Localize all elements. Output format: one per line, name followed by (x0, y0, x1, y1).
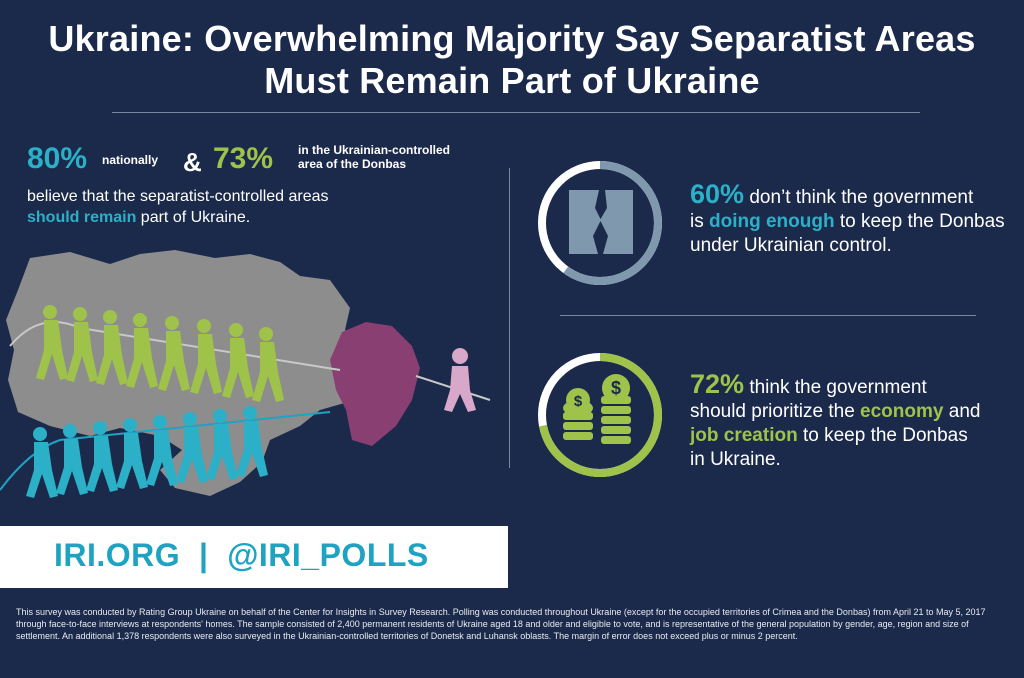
stat-60-text-b-post: to keep the Donbas (834, 211, 1005, 232)
stat-72-highlight-jobs: job creation (690, 425, 798, 446)
svg-text:$: $ (611, 378, 621, 398)
horizontal-divider (560, 315, 976, 316)
coins-icon: $ $ (563, 374, 631, 444)
title-line-2: Must Remain Part of Ukraine (264, 60, 760, 101)
ring-72-arc (538, 353, 662, 477)
stat-72-text: 72% think the government should prioriti… (690, 369, 1010, 472)
green-figure (158, 316, 190, 391)
title-divider (112, 112, 920, 113)
stat-72-text-b-post: and (943, 401, 981, 422)
stat-73-percent: 73% (213, 142, 274, 175)
footer-banner (0, 526, 508, 588)
donbas-region-shape (330, 322, 420, 446)
ring-72: $ $ (538, 353, 662, 477)
believe-text: believe that the separatist-controlled a… (27, 186, 387, 228)
stat-60-text-a: don’t think the government (744, 187, 974, 208)
believe-post: part of Ukraine. (136, 209, 251, 226)
ampersand: & (183, 147, 202, 177)
green-figure (252, 327, 284, 402)
stat-72-text-a: think the government (744, 377, 927, 398)
blue-figures (26, 406, 268, 498)
blue-figure (146, 415, 178, 486)
believe-pre: believe that the separatist-controlled a… (27, 188, 329, 205)
green-figure (222, 323, 254, 398)
green-figure (36, 305, 68, 380)
stat-60-highlight: doing enough (709, 211, 835, 232)
stat-60-text: 60% don’t think the government is doing … (690, 179, 1020, 258)
vertical-divider (509, 168, 510, 468)
blue-rope (0, 411, 331, 491)
stat-80-label: nationally (102, 153, 159, 167)
torn-paper-icon (569, 190, 633, 254)
blue-figure (176, 412, 208, 483)
stat-72-text-c-post: to keep the Donbas (797, 425, 968, 446)
ring-60-arc (538, 161, 662, 285)
stat-73-label-line-1: in the Ukrainian-controlled (298, 143, 451, 157)
stat-73-label: in the Ukrainian-controlled area of the … (298, 143, 488, 171)
blue-figure (116, 418, 148, 489)
blue-figure (206, 409, 238, 480)
stat-73-label-line-2: area of the Donbas (298, 157, 407, 171)
page-title: Ukraine: Overwhelming Majority Say Separ… (0, 18, 1024, 102)
ukraine-map-illustration (0, 250, 491, 498)
ring-60 (538, 161, 662, 285)
stat-80-percent: 80% (27, 142, 88, 175)
title-line-1: Ukraine: Overwhelming Majority Say Separ… (48, 18, 976, 59)
stat-72-percent: 72% (690, 369, 745, 399)
footer-link[interactable]: IRI.ORG | @IRI_POLLS (54, 537, 429, 573)
stat-60-text-b-pre: is (690, 211, 709, 232)
blue-figure (56, 424, 88, 495)
green-figure (190, 319, 222, 394)
blue-figure (26, 427, 58, 498)
methodology-note: This survey was conducted by Rating Grou… (16, 607, 986, 641)
stat-60-text-c: under Ukrainian control. (690, 235, 892, 256)
green-figure (96, 310, 128, 385)
stat-60-percent: 60% (690, 179, 745, 209)
stat-72-highlight-economy: economy (860, 401, 944, 422)
believe-highlight: should remain (27, 209, 137, 226)
blue-figure (236, 406, 268, 477)
stat-72-text-b-pre: should prioritize the (690, 401, 861, 422)
stat-72-text-d: in Ukraine. (690, 449, 781, 470)
green-figures (36, 305, 284, 402)
svg-text:$: $ (574, 393, 583, 410)
green-figure (66, 307, 98, 382)
green-figure (126, 313, 158, 388)
pink-figure (444, 348, 476, 412)
blue-figure (86, 421, 118, 492)
